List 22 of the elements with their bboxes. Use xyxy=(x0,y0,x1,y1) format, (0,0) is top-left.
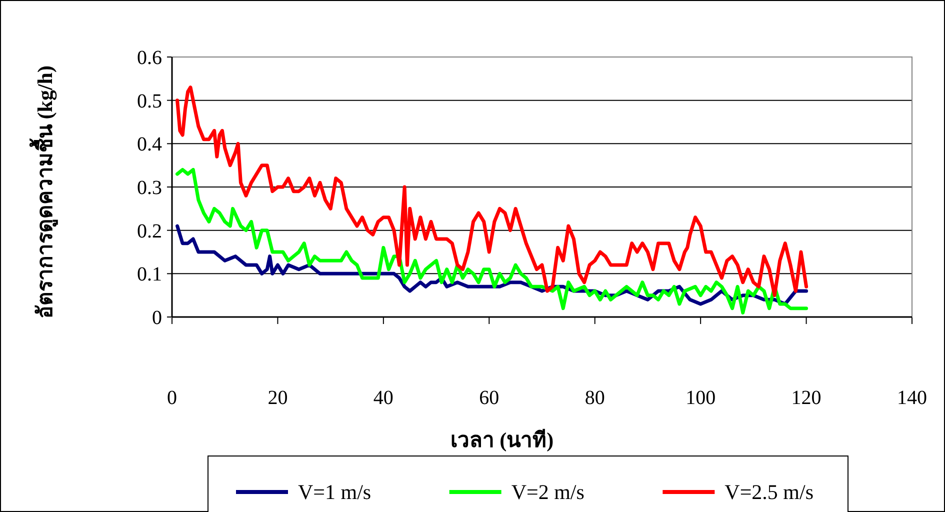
x-tick-label: 120 xyxy=(791,387,822,409)
y-tick-label: 0 xyxy=(152,307,162,329)
line-series xyxy=(176,168,808,314)
y-axis-title: อัตราการดูดความชื้น (kg/h) xyxy=(29,66,59,318)
legend-label: V=1 m/s xyxy=(298,480,372,504)
x-axis-title: เวลา (นาที) xyxy=(450,428,554,452)
x-tick-label: 100 xyxy=(686,387,716,409)
y-tick-label: 0.4 xyxy=(137,134,162,156)
y-tick-label: 0.6 xyxy=(137,47,162,69)
x-tick-label: 40 xyxy=(373,387,394,409)
x-tick-label: 80 xyxy=(584,387,605,409)
x-tick-label: 140 xyxy=(897,387,927,409)
x-tick-label: 60 xyxy=(479,387,500,409)
legend-label: V=2.5 m/s xyxy=(724,480,814,504)
y-tick-label: 0.1 xyxy=(137,264,162,286)
y-tick-label: 0.5 xyxy=(137,90,162,112)
line-series xyxy=(176,86,808,298)
x-tick-label: 20 xyxy=(268,387,288,409)
legend-label: V=2 m/s xyxy=(511,480,584,504)
y-tick-label: 0.3 xyxy=(137,177,162,199)
x-tick-label: 0 xyxy=(167,387,177,409)
y-tick-label: 0.2 xyxy=(137,220,162,242)
